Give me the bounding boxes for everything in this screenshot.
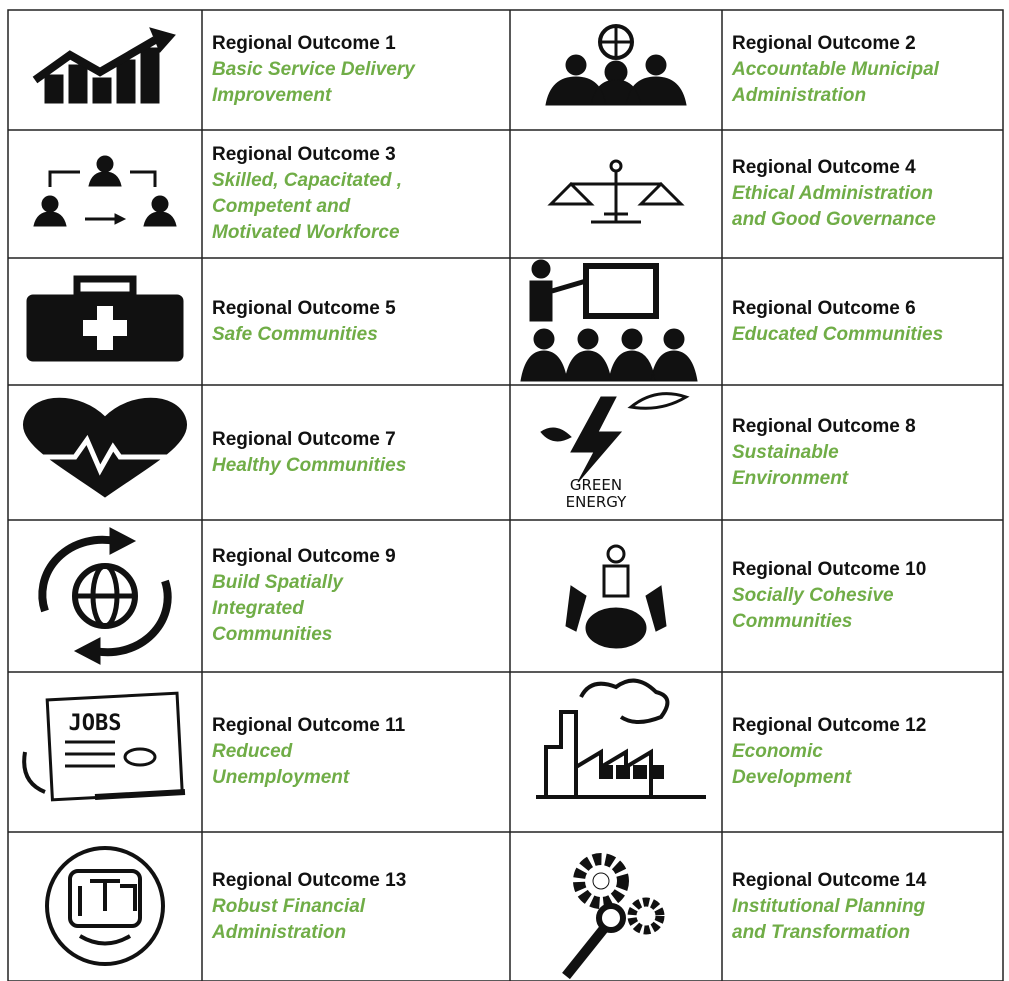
outcome-description: Healthy Communities bbox=[212, 454, 407, 476]
outcome-description: Environment bbox=[732, 467, 849, 489]
outcome-description: Reduced bbox=[212, 741, 293, 762]
outcome-description: Safe Communities bbox=[212, 323, 378, 345]
outcome-title: Regional Outcome 12 bbox=[732, 715, 927, 736]
outcome-description: Basic Service Delivery bbox=[212, 59, 415, 80]
outcome-description: and Transformation bbox=[732, 921, 911, 943]
outcome-title: Regional Outcome 7 bbox=[212, 428, 396, 450]
icon-finance bbox=[45, 846, 165, 966]
outcome-title: Regional Outcome 3 bbox=[212, 144, 396, 165]
outcome-title: Regional Outcome 5 bbox=[212, 297, 396, 319]
outcome-description: and Good Governance bbox=[732, 209, 936, 230]
icon-text: GREEN bbox=[570, 476, 622, 494]
outcome-description: Ethical Administration bbox=[732, 183, 933, 204]
icon-growth bbox=[32, 27, 176, 104]
outcome-title: Regional Outcome 8 bbox=[732, 415, 916, 437]
icon-team bbox=[33, 155, 177, 227]
outcome-cell: Regional Outcome 11 Reduced Unemployment bbox=[202, 672, 510, 832]
outcome-cell: Regional Outcome 1 Basic Service Delivery… bbox=[202, 10, 510, 130]
icon-teacher bbox=[520, 259, 698, 382]
outcome-cell: Regional Outcome 9 Build Spatially Integra… bbox=[202, 520, 510, 672]
outcome-description: Communities bbox=[732, 611, 853, 632]
outcome-title: Regional Outcome 14 bbox=[732, 869, 927, 891]
outcome-cell: Regional Outcome 10 Socially Cohesive Comm… bbox=[722, 520, 1003, 672]
outcome-description: Development bbox=[732, 767, 852, 788]
icon-text: ENERGY bbox=[566, 493, 627, 511]
outcome-description: Accountable Municipal bbox=[732, 59, 939, 80]
icon-globe-cycle bbox=[38, 527, 172, 665]
outcome-title: Regional Outcome 11 bbox=[212, 715, 406, 736]
icon-heart bbox=[23, 397, 187, 498]
grid-lines bbox=[7, 9, 1004, 981]
outcome-cell: Regional Outcome 14 Institutional Plannin… bbox=[722, 832, 1003, 981]
outcome-description: Administration bbox=[732, 85, 867, 106]
outcome-title: Regional Outcome 2 bbox=[732, 33, 916, 54]
outcome-description: Competent and bbox=[212, 196, 351, 217]
outcome-title: Regional Outcome 13 bbox=[212, 869, 407, 891]
outcome-description: Administration bbox=[212, 921, 347, 943]
outcome-title: Regional Outcome 1 bbox=[212, 33, 396, 54]
outcome-description: Communities bbox=[212, 624, 333, 645]
outcome-title: Regional Outcome 6 bbox=[732, 297, 916, 319]
outcome-description: Sustainable bbox=[732, 441, 839, 463]
outcome-cell: Regional Outcome 4 Ethical Administration… bbox=[722, 130, 1003, 258]
outcome-description: Robust Financial bbox=[212, 895, 366, 917]
outcome-cell: Regional Outcome 12 Economic Development bbox=[722, 672, 1003, 832]
icon-gears bbox=[562, 853, 665, 980]
outcome-cell: Regional Outcome 2 Accountable Municipal A… bbox=[722, 10, 1003, 130]
outcome-description: Build Spatially bbox=[212, 572, 343, 593]
outcome-cell: Regional Outcome 6 Educated Communities bbox=[722, 258, 1003, 385]
outcome-title: Regional Outcome 9 bbox=[212, 546, 396, 567]
outcome-cell: Regional Outcome 3 Skilled, Capacitated ,… bbox=[202, 130, 510, 258]
outcome-description: Educated Communities bbox=[732, 323, 944, 345]
icon-medkit bbox=[26, 275, 184, 362]
outcome-description: Motivated Workforce bbox=[212, 222, 400, 243]
outcome-description: Unemployment bbox=[212, 767, 350, 788]
outcome-description: Improvement bbox=[212, 85, 332, 106]
icons: GREEN ENERGY JOBS bbox=[22, 24, 706, 980]
outcome-description: Integrated bbox=[212, 598, 304, 619]
outcome-description: Institutional Planning bbox=[732, 895, 926, 917]
icon-text: JOBS bbox=[69, 711, 122, 736]
outcome-description: Economic bbox=[732, 741, 823, 762]
icon-cohesion bbox=[565, 544, 667, 649]
outcome-cell: Regional Outcome 7 Healthy Communities bbox=[202, 385, 510, 520]
outcome-description: Socially Cohesive bbox=[732, 585, 894, 606]
outcome-title: Regional Outcome 10 bbox=[732, 559, 927, 580]
icon-factory bbox=[536, 678, 706, 799]
icon-scale bbox=[547, 159, 685, 224]
outcome-cell: Regional Outcome 5 Safe Communities bbox=[202, 258, 510, 385]
icon-people-globe bbox=[545, 24, 687, 106]
outcome-title: Regional Outcome 4 bbox=[732, 157, 916, 178]
outcome-description: Skilled, Capacitated , bbox=[212, 170, 403, 191]
outcome-cell: Regional Outcome 13 Robust Financial Admin… bbox=[202, 832, 510, 981]
outcome-cell: Regional Outcome 8 Sustainable Environment bbox=[722, 385, 1003, 520]
icon-jobs bbox=[22, 691, 186, 802]
icon-energy bbox=[540, 392, 690, 483]
